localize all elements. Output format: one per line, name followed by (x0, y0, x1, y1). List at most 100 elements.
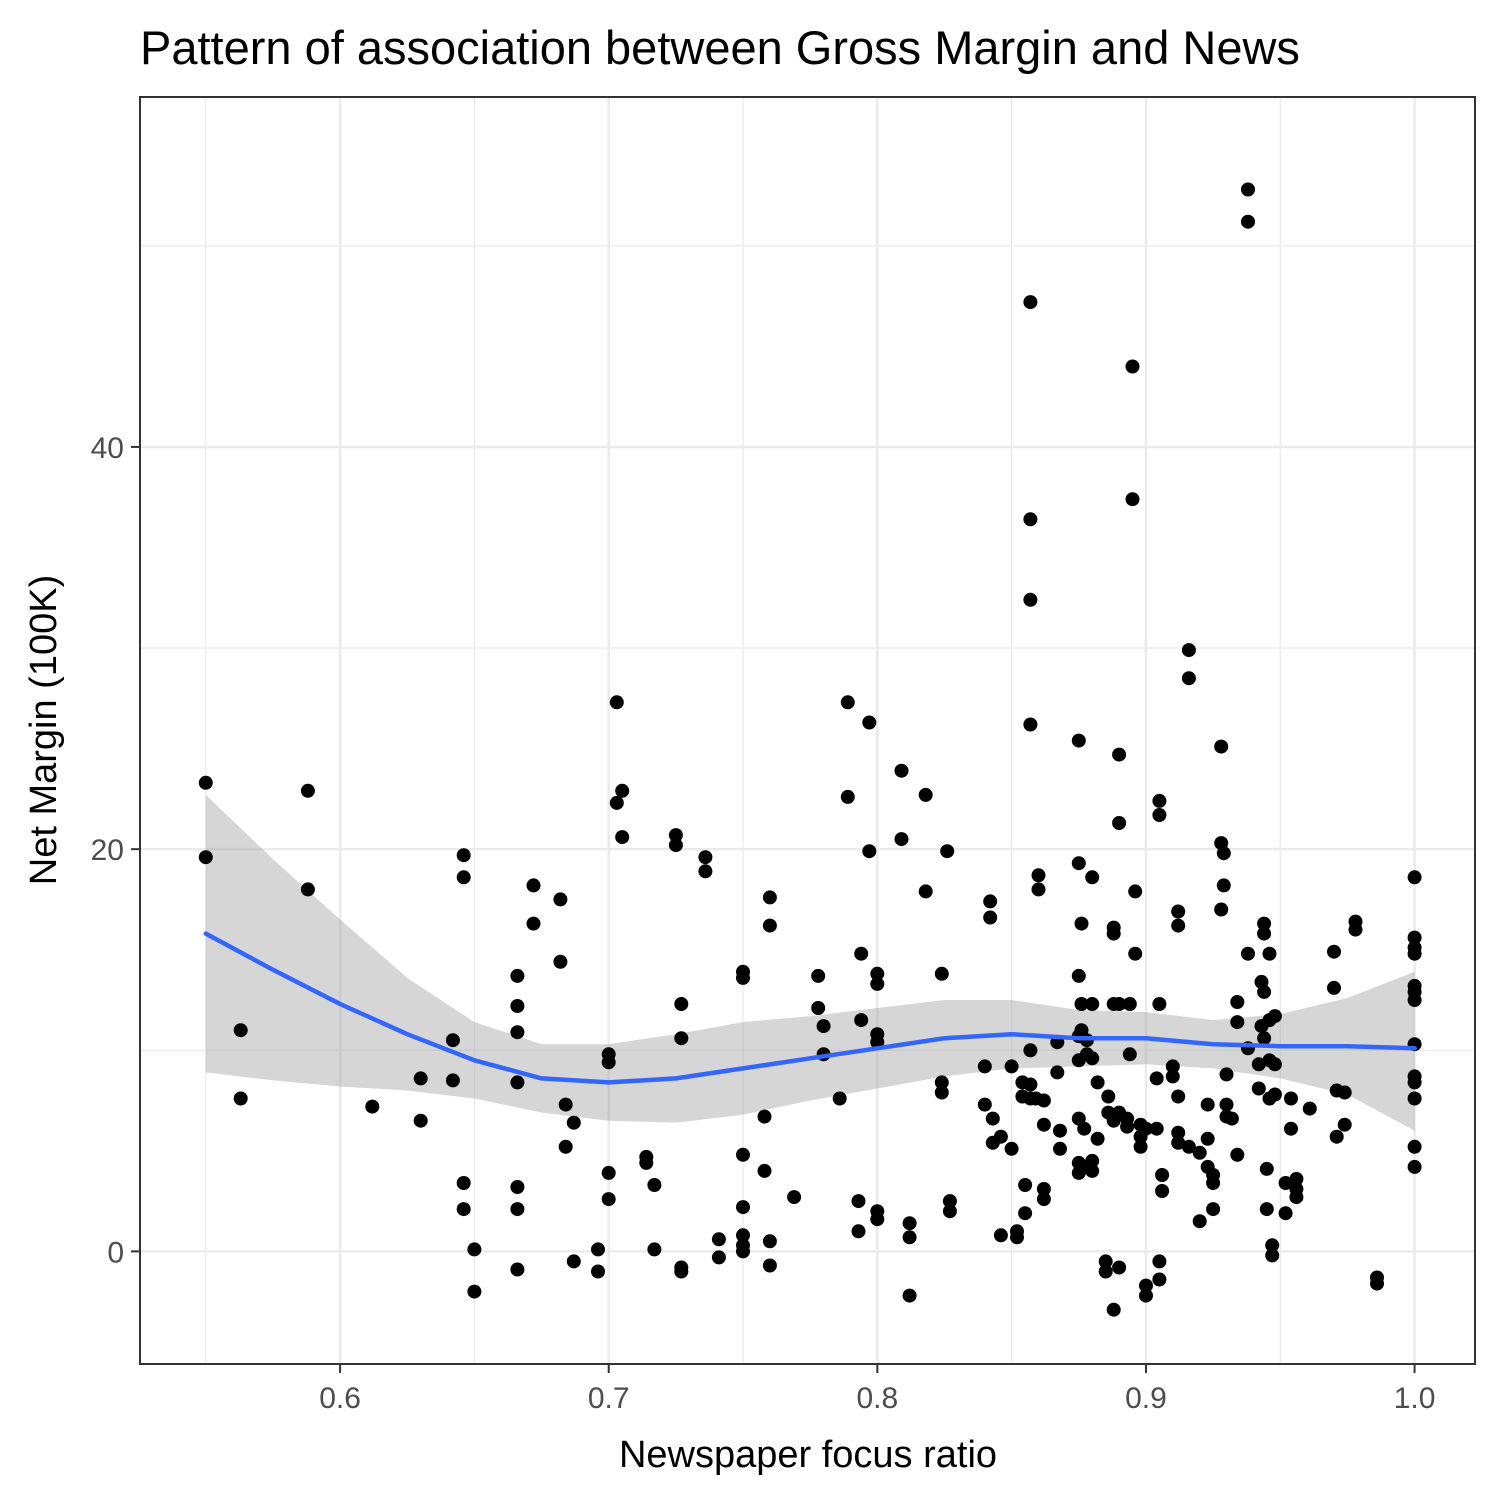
data-point (1023, 1077, 1038, 1092)
data-point (1407, 1075, 1422, 1090)
x-axis-title: Newspaper focus ratio (619, 1434, 997, 1476)
data-point (591, 1242, 605, 1257)
data-point (1327, 944, 1341, 959)
data-point (1216, 878, 1231, 893)
data-point (1214, 902, 1229, 917)
data-point (1224, 1111, 1239, 1126)
data-point (1407, 946, 1422, 961)
data-point (1053, 1123, 1067, 1138)
y-axis: 0 20 40 (91, 432, 140, 1269)
data-point (1206, 1202, 1221, 1217)
data-point (300, 882, 315, 897)
data-point (698, 850, 713, 865)
data-point (591, 1264, 605, 1279)
data-point (553, 892, 568, 907)
data-point (1122, 997, 1137, 1011)
data-point (902, 1288, 917, 1303)
data-point (566, 1115, 581, 1130)
data-point (854, 946, 869, 961)
data-point (1216, 846, 1231, 861)
data-point (1125, 359, 1140, 374)
data-point (762, 1258, 777, 1273)
data-point (862, 715, 877, 730)
data-point (1090, 1131, 1105, 1146)
data-point (1337, 1085, 1352, 1100)
data-point (1023, 592, 1038, 607)
data-point (736, 1147, 750, 1162)
data-point (736, 1228, 750, 1243)
data-point (1181, 671, 1196, 686)
data-point (894, 763, 909, 778)
data-point (601, 1192, 616, 1207)
data-point (1139, 1288, 1153, 1303)
data-point (1036, 1182, 1051, 1196)
data-point (977, 1097, 992, 1112)
data-point (934, 1085, 949, 1100)
data-point (811, 968, 826, 983)
data-point (198, 775, 213, 790)
data-point (647, 1178, 662, 1192)
data-point (1407, 1091, 1422, 1106)
x-tick-label: 0.7 (588, 1382, 630, 1415)
data-point (1407, 870, 1422, 885)
data-point (1112, 816, 1127, 830)
data-point (1139, 1278, 1153, 1293)
confidence-band-layer (205, 794, 1415, 1131)
data-point (601, 1165, 616, 1180)
data-point (445, 1033, 460, 1048)
data-point (1036, 1093, 1051, 1108)
x-tick-label: 0.6 (319, 1382, 361, 1415)
data-point (711, 1232, 726, 1247)
confidence-band (205, 794, 1415, 1131)
data-point (1206, 1176, 1221, 1190)
data-point (1329, 1129, 1344, 1144)
data-point (668, 828, 683, 843)
grid-major (140, 97, 1475, 1364)
data-point (870, 976, 885, 991)
data-point (1010, 1230, 1024, 1245)
data-point (832, 1091, 847, 1106)
data-point (1155, 1184, 1170, 1198)
x-axis: 0.6 0.7 0.8 0.9 1.0 (319, 1364, 1435, 1415)
data-point (1050, 1065, 1065, 1080)
data-point (1149, 1121, 1164, 1136)
data-point (1265, 1248, 1280, 1263)
data-point (942, 1204, 957, 1219)
y-tick-label: 40 (91, 432, 124, 465)
data-point (456, 1202, 471, 1217)
data-point (816, 1019, 831, 1034)
data-point (1152, 793, 1167, 808)
data-point (1214, 739, 1229, 754)
data-point (1407, 930, 1422, 945)
data-point (198, 850, 213, 865)
data-point (1152, 1254, 1167, 1269)
data-point (456, 1176, 471, 1190)
data-point (1128, 884, 1143, 899)
data-point (510, 999, 525, 1013)
data-point (1284, 1121, 1298, 1136)
data-point (1241, 214, 1255, 229)
data-point (840, 789, 855, 804)
chart-title: Pattern of association between Gross Mar… (140, 21, 1300, 74)
data-point (1337, 1117, 1352, 1132)
data-point (977, 1059, 992, 1074)
data-point (615, 830, 630, 845)
data-point (1071, 968, 1086, 983)
data-point (1289, 1172, 1304, 1186)
data-point (413, 1113, 428, 1128)
data-point (1181, 1139, 1196, 1154)
data-point (1149, 1071, 1164, 1086)
data-point (902, 1216, 917, 1231)
data-point (757, 1163, 772, 1178)
data-point (526, 878, 541, 893)
data-point (1023, 1043, 1038, 1058)
data-point (1327, 980, 1341, 995)
y-tick-label: 0 (107, 1236, 124, 1269)
data-point (1348, 922, 1363, 937)
data-point (639, 1155, 654, 1170)
data-point (1259, 1161, 1274, 1176)
data-point (1278, 1206, 1293, 1221)
data-point (233, 1091, 248, 1106)
data-point (851, 1224, 866, 1239)
